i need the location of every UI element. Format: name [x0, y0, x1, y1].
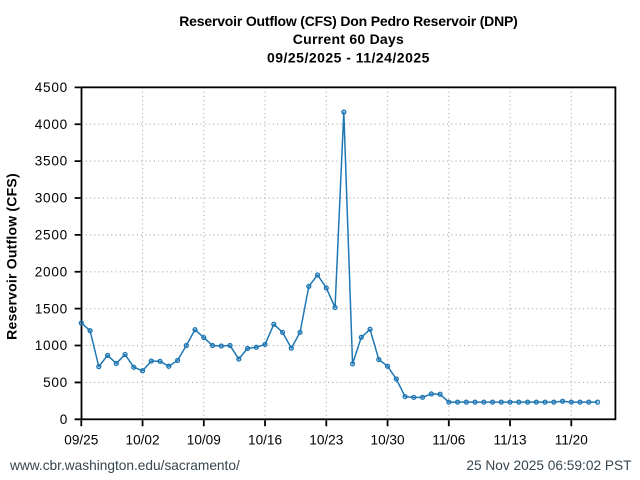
svg-text:10/02: 10/02	[126, 433, 160, 448]
svg-text:4000: 4000	[35, 117, 68, 132]
svg-text:10/16: 10/16	[248, 433, 282, 448]
svg-text:0: 0	[60, 412, 68, 427]
svg-text:www.cbr.washington.edu/sacrame: www.cbr.washington.edu/sacramento/	[9, 458, 240, 473]
svg-text:Current 60 Days: Current 60 Days	[293, 31, 404, 47]
svg-text:25 Nov 2025 06:59:02 PST: 25 Nov 2025 06:59:02 PST	[466, 458, 632, 473]
svg-text:3000: 3000	[35, 191, 68, 206]
svg-text:Reservoir Outflow (CFS): Reservoir Outflow (CFS)	[4, 173, 20, 340]
svg-text:09/25/2025 - 11/24/2025: 09/25/2025 - 11/24/2025	[267, 50, 430, 66]
svg-text:2500: 2500	[35, 227, 68, 242]
svg-text:2000: 2000	[35, 264, 68, 279]
svg-text:Reservoir Outflow (CFS) Don Pe: Reservoir Outflow (CFS) Don Pedro Reserv…	[179, 13, 517, 29]
svg-text:4500: 4500	[35, 80, 68, 95]
svg-text:10/23: 10/23	[309, 433, 343, 448]
svg-text:500: 500	[43, 375, 68, 390]
svg-text:11/06: 11/06	[432, 433, 465, 448]
svg-text:10/30: 10/30	[371, 433, 405, 448]
svg-text:1500: 1500	[35, 301, 68, 316]
svg-text:1000: 1000	[35, 338, 68, 353]
svg-text:3500: 3500	[35, 154, 68, 169]
svg-text:11/13: 11/13	[494, 433, 527, 448]
svg-text:11/20: 11/20	[555, 433, 588, 448]
svg-text:09/25: 09/25	[64, 433, 98, 448]
svg-text:10/09: 10/09	[187, 433, 221, 448]
